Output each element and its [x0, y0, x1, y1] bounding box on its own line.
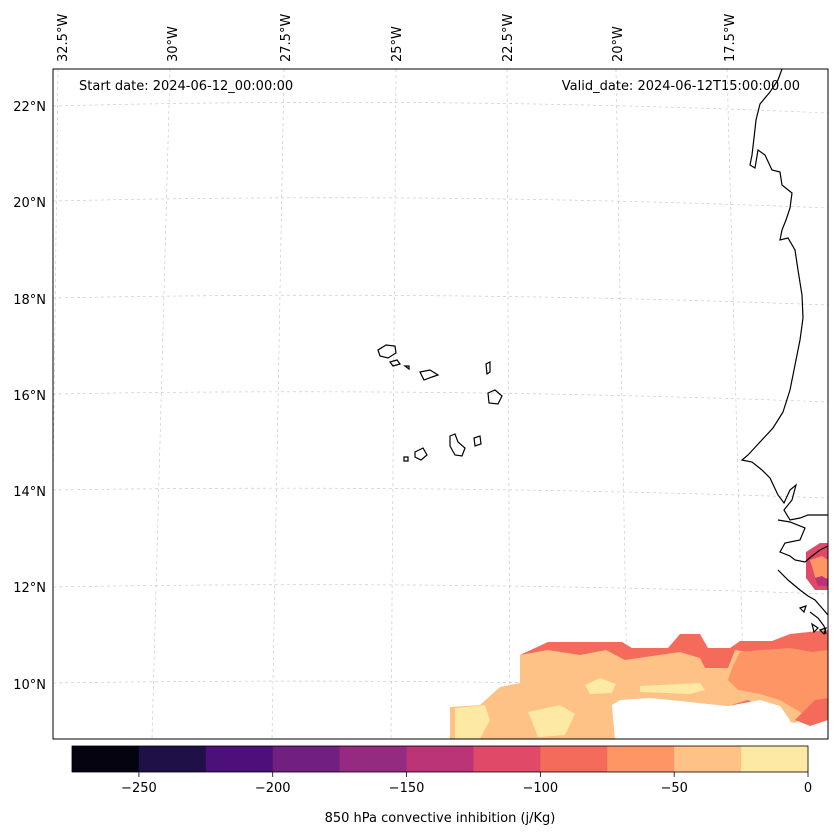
colorbar-swatch — [473, 746, 541, 772]
meridian-17-5 — [726, 69, 746, 739]
meridian-25 — [390, 69, 397, 739]
cin-patch-red-east — [795, 698, 828, 726]
colorbar-swatch — [674, 746, 742, 772]
lat-tick-12: 12°N — [13, 581, 46, 596]
lon-tick-22-5: 22.5°W — [501, 14, 516, 62]
parallel-12 — [53, 584, 828, 595]
meridian-27-5 — [271, 69, 285, 739]
cin-spot-light-1 — [585, 678, 616, 694]
map-frame — [52, 68, 829, 740]
colorbar-label: 850 hPa convective inhibition (j/Kg) — [325, 811, 556, 826]
colorbar-swatch — [205, 746, 274, 772]
parallel-14 — [53, 487, 828, 499]
lon-tick-30: 30°W — [166, 26, 181, 62]
meridian-30 — [151, 69, 171, 739]
colorbar-tick-label: −50 — [660, 781, 687, 796]
lat-tick-18: 18°N — [13, 293, 46, 308]
colorbar-tick-label: −250 — [121, 781, 157, 796]
colorbar-swatch — [607, 746, 675, 772]
cape-verde-sao-vicente — [388, 359, 402, 367]
start-date-label: Start date: 2024-06-12_00:00:00 — [79, 79, 293, 94]
colorbar-tick-label: 0 — [804, 781, 812, 796]
colorbar-swatch — [138, 746, 207, 772]
graticule — [53, 69, 828, 739]
bijagos-islands — [798, 605, 827, 636]
lon-tick-32-5: 32.5°W — [56, 14, 71, 62]
lon-tick-labels: 32.5°W 30°W 27.5°W 25°W 22.5°W 20°W 17.5… — [56, 14, 738, 62]
lon-tick-17-5: 17.5°W — [723, 14, 738, 62]
lat-tick-16: 16°N — [13, 389, 46, 404]
colorbar-swatch — [406, 746, 474, 772]
colorbar-swatch — [741, 746, 809, 772]
meridian-20 — [615, 69, 629, 739]
colorbar-tick-label: −200 — [255, 781, 291, 796]
coastlines — [377, 69, 828, 636]
africa-coast — [740, 69, 828, 635]
colorbar-swatch — [339, 746, 408, 772]
meridian-22-5 — [506, 69, 511, 739]
cape-verde-fogo — [414, 447, 428, 461]
cape-verde-santo-antao — [377, 344, 397, 359]
colorbar: −250 −200 −150 −100 −50 0 850 hPa convective … — [71, 745, 812, 826]
lon-tick-25: 25°W — [390, 26, 405, 62]
lat-tick-10: 10°N — [13, 678, 46, 693]
meridian-32-5 — [53, 69, 59, 518]
cin-patch-orange-east — [728, 648, 828, 720]
lon-tick-27-5: 27.5°W — [279, 14, 294, 62]
cin-coast-patch-orange — [810, 556, 828, 580]
parallel-20 — [53, 197, 828, 209]
cape-verde-sao-nicolau — [419, 369, 440, 381]
cin-coast-patch-magenta — [815, 576, 828, 586]
lat-tick-14: 14°N — [13, 485, 46, 500]
cape-verde-brava — [403, 456, 409, 462]
colorbar-swatch — [72, 746, 140, 772]
cin-spot-light-3 — [528, 705, 575, 737]
lat-tick-22: 22°N — [13, 100, 46, 115]
parallel-10 — [53, 680, 828, 691]
cin-spot-light-4 — [640, 683, 705, 694]
cape-verde-santiago — [449, 433, 466, 457]
cape-verde-santa-luzia — [403, 365, 410, 371]
cape-verde-boa-vista — [487, 389, 503, 405]
colorbar-tick-label: −150 — [389, 781, 425, 796]
lat-tick-20: 20°N — [13, 196, 46, 211]
colorbar-swatches — [72, 746, 809, 772]
parallel-16 — [53, 391, 828, 403]
colorbar-swatch — [272, 746, 341, 772]
cape-verde-maio — [473, 435, 482, 447]
colorbar-swatch — [540, 746, 608, 772]
colorbar-ticks: −250 −200 −150 −100 −50 0 — [121, 772, 812, 796]
colorbar-tick-label: −100 — [523, 781, 559, 796]
valid-date-label: Valid_date: 2024-06-12T15:00:00.00 — [562, 79, 800, 94]
colorbar-frame — [71, 745, 809, 773]
lat-tick-labels: 22°N 20°N 18°N 16°N 14°N 12°N 10°N — [13, 100, 46, 693]
lon-tick-20: 20°W — [611, 26, 626, 62]
cin-fill-layer — [450, 543, 828, 739]
cape-verde-sal — [485, 361, 491, 376]
parallel-18 — [53, 294, 828, 306]
parallel-22 — [53, 101, 828, 114]
cin-gap-white — [612, 698, 790, 739]
cin-spot-light-2 — [455, 705, 490, 739]
